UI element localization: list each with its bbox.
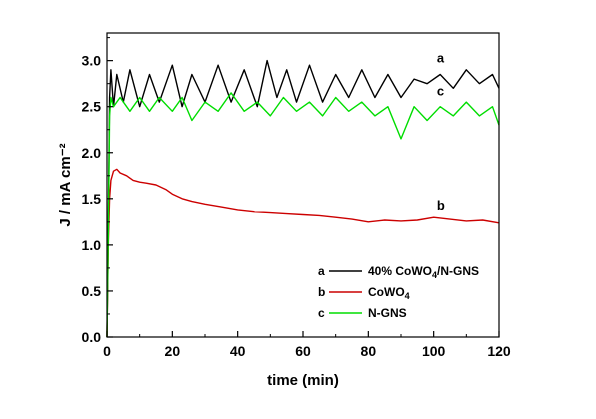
plot-frame bbox=[106, 32, 500, 338]
legend-item: a 40% CoWO4/N-GNS bbox=[318, 264, 479, 280]
series-annotation: a bbox=[437, 50, 445, 65]
legend-label: 40% CoWO4/N-GNS bbox=[368, 264, 479, 280]
x-axis-title: time (min) bbox=[267, 372, 339, 389]
legend-letter: c bbox=[318, 306, 325, 320]
y-tick-label: 2.5 bbox=[82, 99, 102, 115]
x-tick-label: 20 bbox=[165, 343, 181, 359]
x-tick-label: 100 bbox=[422, 343, 446, 359]
legend-label: CoWO4 bbox=[368, 285, 410, 301]
legend-item: b CoWO4 bbox=[318, 285, 410, 301]
y-axis: 0.0 0.5 1.0 1.5 2.0 2.5 3.0 bbox=[82, 37, 113, 345]
series-line-cowo4 bbox=[106, 168, 500, 338]
x-tick-label: 80 bbox=[361, 343, 377, 359]
series-layer bbox=[106, 59, 500, 338]
legend-label: N-GNS bbox=[368, 306, 407, 320]
x-tick-label: 60 bbox=[295, 343, 311, 359]
legend-item: c N-GNS bbox=[318, 306, 407, 320]
y-tick-label: 0.0 bbox=[82, 329, 102, 345]
series-annotations: a c b bbox=[437, 50, 445, 212]
y-tick-label: 0.5 bbox=[82, 283, 102, 299]
series-line-n-gns bbox=[106, 92, 500, 338]
series-annotation: c bbox=[437, 84, 444, 99]
x-tick-label: 120 bbox=[487, 343, 511, 359]
legend: a 40% CoWO4/N-GNS b CoWO4 c N-GNS bbox=[318, 264, 479, 320]
series-line-40-cowo4-n-gns bbox=[106, 59, 500, 338]
legend-letter: a bbox=[318, 264, 325, 278]
y-tick-label: 3.0 bbox=[82, 53, 102, 69]
legend-letter: b bbox=[318, 285, 325, 299]
x-tick-label: 40 bbox=[230, 343, 246, 359]
y-tick-label: 2.0 bbox=[82, 145, 102, 161]
y-tick-label: 1.0 bbox=[82, 237, 102, 253]
x-tick-label: 0 bbox=[103, 343, 111, 359]
x-axis: 0 20 40 60 80 100 120 bbox=[103, 331, 511, 359]
series-annotation: b bbox=[437, 198, 445, 213]
y-tick-label: 1.5 bbox=[82, 191, 102, 207]
y-axis-title: J / mA cm⁻² bbox=[57, 143, 74, 226]
